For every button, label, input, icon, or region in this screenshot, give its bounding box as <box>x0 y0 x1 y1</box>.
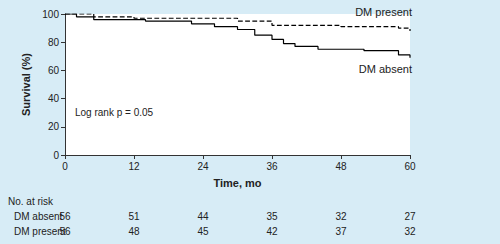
svg-text:DM present: DM present <box>355 6 412 18</box>
svg-text:45: 45 <box>197 226 209 237</box>
svg-text:37: 37 <box>335 226 347 237</box>
svg-text:36: 36 <box>266 161 278 172</box>
svg-text:0: 0 <box>62 161 68 172</box>
svg-text:60: 60 <box>404 161 416 172</box>
svg-text:20: 20 <box>48 121 60 132</box>
svg-text:48: 48 <box>335 161 347 172</box>
svg-text:12: 12 <box>128 161 140 172</box>
svg-text:No. at risk: No. at risk <box>8 196 54 207</box>
svg-text:51: 51 <box>128 211 140 222</box>
svg-text:DM absent: DM absent <box>359 63 412 75</box>
svg-text:Log rank p = 0.05: Log rank p = 0.05 <box>75 107 154 118</box>
svg-text:40: 40 <box>48 93 60 104</box>
svg-text:Survival (%): Survival (%) <box>20 53 32 116</box>
svg-text:32: 32 <box>404 226 416 237</box>
svg-text:24: 24 <box>197 161 209 172</box>
svg-text:Time, mo: Time, mo <box>213 177 261 189</box>
svg-text:48: 48 <box>128 226 140 237</box>
svg-text:32: 32 <box>335 211 347 222</box>
svg-text:80: 80 <box>48 37 60 48</box>
svg-text:44: 44 <box>197 211 209 222</box>
svg-text:27: 27 <box>404 211 416 222</box>
svg-text:42: 42 <box>266 226 278 237</box>
svg-text:0: 0 <box>53 150 59 161</box>
svg-text:100: 100 <box>42 9 59 20</box>
svg-text:DM absent: DM absent <box>14 211 63 222</box>
svg-text:56: 56 <box>59 211 71 222</box>
svg-text:DM present: DM present <box>14 226 66 237</box>
svg-text:56: 56 <box>59 226 71 237</box>
svg-text:35: 35 <box>266 211 278 222</box>
svg-text:60: 60 <box>48 65 60 76</box>
